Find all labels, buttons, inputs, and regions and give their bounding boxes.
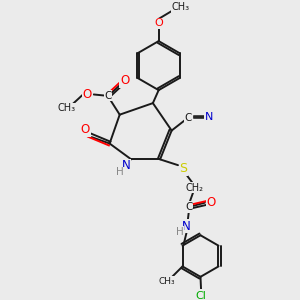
Text: S: S [179,162,187,176]
Text: O: O [154,18,163,28]
Text: H: H [116,167,124,177]
Text: C: C [185,112,192,122]
Text: N: N [122,159,130,172]
Text: CH₃: CH₃ [158,277,175,286]
Text: H: H [176,226,183,236]
Text: O: O [120,74,129,87]
Text: CH₃: CH₃ [57,103,75,113]
Text: O: O [83,88,92,101]
Text: N: N [205,112,213,122]
Text: CH₃: CH₃ [171,2,189,12]
Text: N: N [182,220,190,233]
Text: C: C [104,91,112,101]
Text: O: O [206,196,216,209]
Text: C: C [185,202,193,212]
Text: O: O [81,123,90,136]
Text: Cl: Cl [196,291,206,300]
Text: CH₂: CH₂ [186,183,204,193]
